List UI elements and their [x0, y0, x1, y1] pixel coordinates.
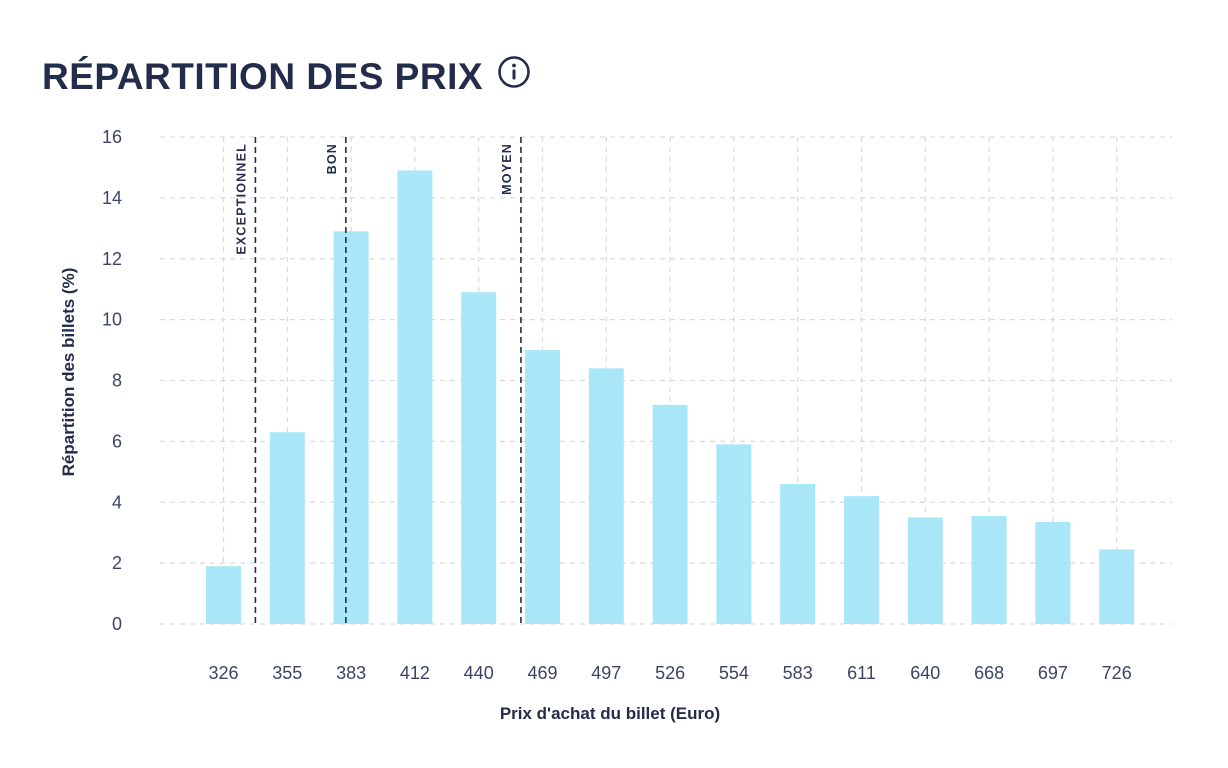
x-tick-label: 412: [400, 663, 430, 683]
bar-497[interactable]: [588, 368, 624, 624]
x-tick-label: 326: [208, 663, 238, 683]
y-tick-label: 4: [112, 492, 122, 512]
bar-440[interactable]: [461, 292, 497, 624]
x-tick-label: 640: [910, 663, 940, 683]
bar-668[interactable]: [971, 515, 1007, 624]
x-tick-label: 526: [655, 663, 685, 683]
header: RÉPARTITION DES PRIX: [42, 56, 531, 98]
x-tick-label: 355: [272, 663, 302, 683]
bar-726[interactable]: [1099, 549, 1135, 624]
bar-469[interactable]: [525, 350, 560, 624]
y-tick-label: 0: [112, 614, 122, 634]
y-tick-label: 6: [112, 431, 122, 451]
bar-326[interactable]: [206, 566, 241, 624]
bar-583[interactable]: [780, 483, 816, 624]
x-tick-label: 469: [527, 663, 557, 683]
y-axis-ticks: 0 2 4 6 8 10 12 14 16: [102, 127, 122, 634]
bar-412[interactable]: [397, 170, 433, 624]
y-tick-label: 2: [112, 553, 122, 573]
x-tick-label: 440: [464, 663, 494, 683]
x-tick-label: 697: [1038, 663, 1068, 683]
x-axis-title: Prix d'achat du billet (Euro): [500, 704, 720, 723]
bar-383[interactable]: [333, 231, 369, 624]
x-tick-label: 554: [719, 663, 749, 683]
bars: [206, 170, 1135, 624]
marker-label-moyen: MOYEN: [500, 143, 514, 195]
y-tick-label: 16: [102, 127, 122, 147]
x-tick-label: 583: [783, 663, 813, 683]
y-tick-label: 8: [112, 371, 122, 391]
y-tick-label: 12: [102, 249, 122, 269]
marker-label-exceptionnel: EXCEPTIONNEL: [234, 143, 248, 255]
bar-697[interactable]: [1035, 522, 1071, 624]
y-tick-label: 14: [102, 188, 122, 208]
y-axis-title: Répartition des billets (%): [59, 268, 78, 477]
info-icon[interactable]: [497, 55, 531, 89]
bar-355[interactable]: [269, 432, 305, 624]
bar-526[interactable]: [652, 404, 688, 624]
bar-611[interactable]: [844, 496, 879, 624]
marker-label-bon: BON: [325, 143, 339, 174]
x-tick-label: 726: [1102, 663, 1132, 683]
bar-554[interactable]: [716, 444, 752, 624]
x-axis-ticks: 326 355 383 412 440 469 497 526 554 583 611 640 668 6…: [208, 663, 1131, 683]
x-tick-label: 611: [847, 663, 876, 683]
x-tick-label: 383: [336, 663, 366, 683]
x-tick-label: 668: [974, 663, 1004, 683]
threshold-markers: EXCEPTIONNEL BON MOYEN: [234, 137, 522, 624]
x-tick-label: 497: [591, 663, 621, 683]
y-tick-label: 10: [102, 310, 122, 330]
bar-640[interactable]: [907, 517, 943, 624]
page-title: RÉPARTITION DES PRIX: [42, 56, 484, 97]
